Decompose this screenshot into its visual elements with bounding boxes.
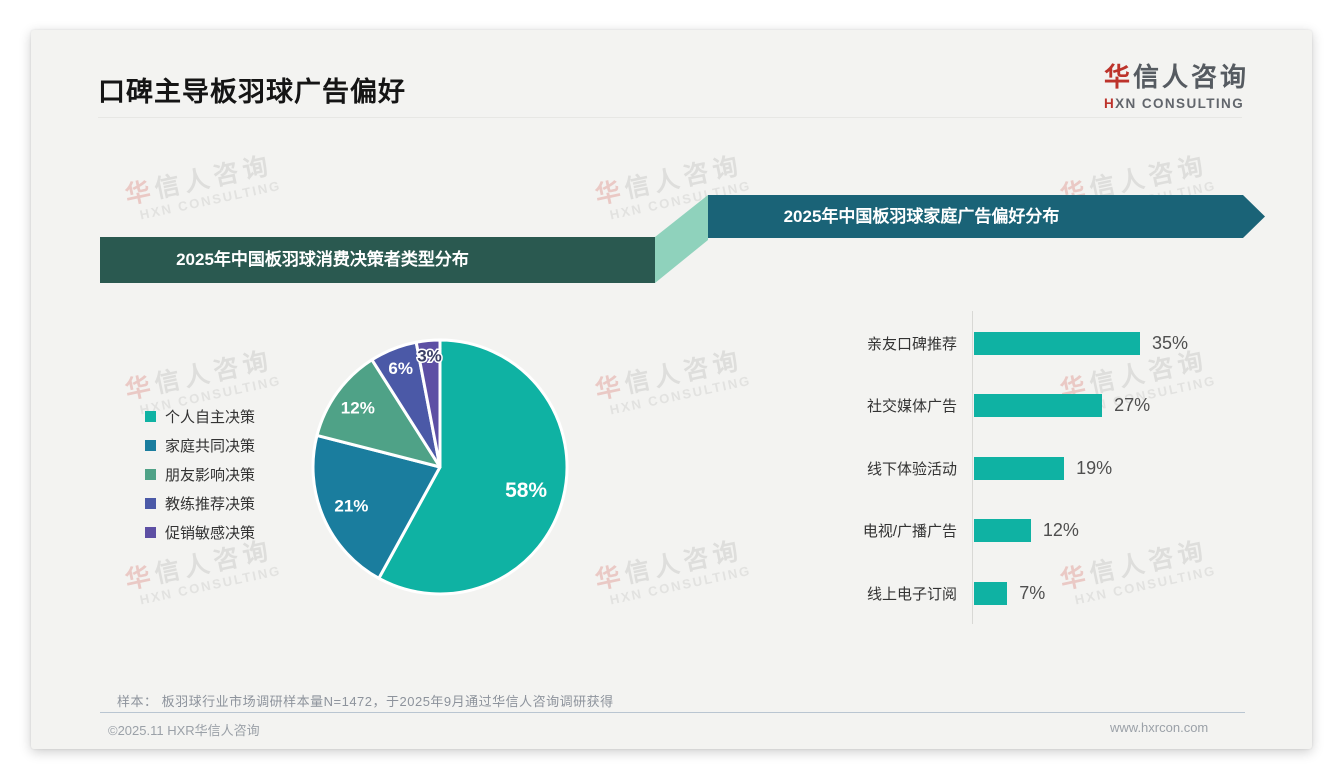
bar-value-label: 27%: [1114, 395, 1151, 416]
legend-swatch: [145, 440, 156, 451]
slide-card: [31, 30, 1312, 749]
bar: [974, 581, 1008, 605]
pie-value-label: 58%: [505, 479, 547, 502]
legend-item: 个人自主决策: [145, 402, 255, 431]
bar: [974, 519, 1031, 543]
sample-footnote: 样本： 板羽球行业市场调研样本量N=1472，于2025年9月通过华信人咨询调研…: [117, 694, 614, 709]
legend-swatch: [145, 498, 156, 509]
pie-chart: 58% 21% 12% 6%3%: [311, 338, 569, 596]
pie-slice-5: [414, 338, 442, 469]
bar-row: 线上电子订阅 7%: [789, 562, 1188, 625]
bar-chart: 亲友口碑推荐 35% 社交媒体广告 27% 线下体验活动 19% 电视/广播广告…: [789, 312, 1188, 625]
legend-label: 教练推荐决策: [165, 496, 256, 513]
bar-row: 社交媒体广告 27%: [789, 375, 1188, 438]
legend-item: 教练推荐决策: [145, 489, 255, 518]
bar-value-label: 7%: [1019, 582, 1046, 603]
pie-value-label: 6%: [388, 359, 413, 378]
bar-category-label: 亲友口碑推荐: [866, 335, 957, 353]
bar-row: 电视/广播广告 12%: [789, 500, 1188, 563]
bar-chart-axis: [972, 311, 973, 624]
legend-item: 促销敏感决策: [145, 518, 255, 547]
website-url: www.hxrcon.com: [1110, 720, 1209, 735]
legend-label: 个人自主决策: [165, 409, 256, 426]
bar-value-label: 19%: [1076, 457, 1113, 478]
bar: [974, 331, 1140, 355]
legend-label: 促销敏感决策: [165, 525, 256, 542]
brand-logo-cn-rest: 信人咨询: [1133, 62, 1250, 92]
bar-value-label: 12%: [1042, 520, 1079, 541]
bar-category-label: 电视/广播广告: [862, 523, 957, 541]
page-title: 口碑主导板羽球广告偏好: [98, 77, 406, 107]
copyright-text: ©2025.11 HXR华信人咨询: [108, 723, 260, 738]
title-divider: [98, 117, 1242, 118]
bar: [974, 394, 1103, 418]
bar-category-label: 社交媒体广告: [866, 398, 957, 416]
bar-category-label: 线上电子订阅: [866, 585, 957, 603]
brand-logo-en-rest: XN CONSULTING: [1115, 96, 1245, 111]
legend-item: 朋友影响决策: [145, 460, 255, 489]
brand-logo-cn: 华信人咨询: [1104, 57, 1249, 94]
legend-label: 家庭共同决策: [165, 438, 256, 455]
bar: [974, 456, 1065, 480]
pie-value-label: 21%: [334, 496, 368, 515]
legend-label: 朋友影响决策: [165, 467, 256, 484]
bar-value-label: 35%: [1152, 332, 1189, 353]
bar-row: 线下体验活动 19%: [789, 437, 1188, 500]
legend-swatch: [145, 469, 156, 480]
legend-item: 家庭共同决策: [145, 431, 255, 460]
pie-slice-3: [315, 358, 442, 469]
legend-swatch: [145, 527, 156, 538]
brand-logo: 华信人咨询 HXN CONSULTING: [1104, 57, 1249, 111]
pie-slice-1: [377, 338, 569, 596]
brand-logo-cn-highlight: 华: [1104, 62, 1134, 92]
bar-category-label: 线下体验活动: [866, 460, 957, 478]
pie-value-label: 3%: [417, 347, 442, 366]
pie-legend: 个人自主决策 家庭共同决策 朋友影响决策 教练推荐决策 促销敏感决策: [145, 402, 255, 547]
pie-chart-title-banner: 2025年中国板羽球消费决策者类型分布: [100, 237, 655, 283]
bar-chart-title-banner: 2025年中国板羽球家庭广告偏好分布: [708, 195, 1265, 238]
bar-row: 亲友口碑推荐 35%: [789, 312, 1188, 375]
brand-logo-en: HXN CONSULTING: [1104, 96, 1249, 111]
pie-value-label: 12%: [341, 398, 375, 417]
legend-swatch: [145, 411, 156, 422]
footer-divider: [100, 712, 1245, 713]
pie-slice-2: [311, 433, 442, 580]
brand-logo-en-highlight: H: [1104, 96, 1116, 111]
